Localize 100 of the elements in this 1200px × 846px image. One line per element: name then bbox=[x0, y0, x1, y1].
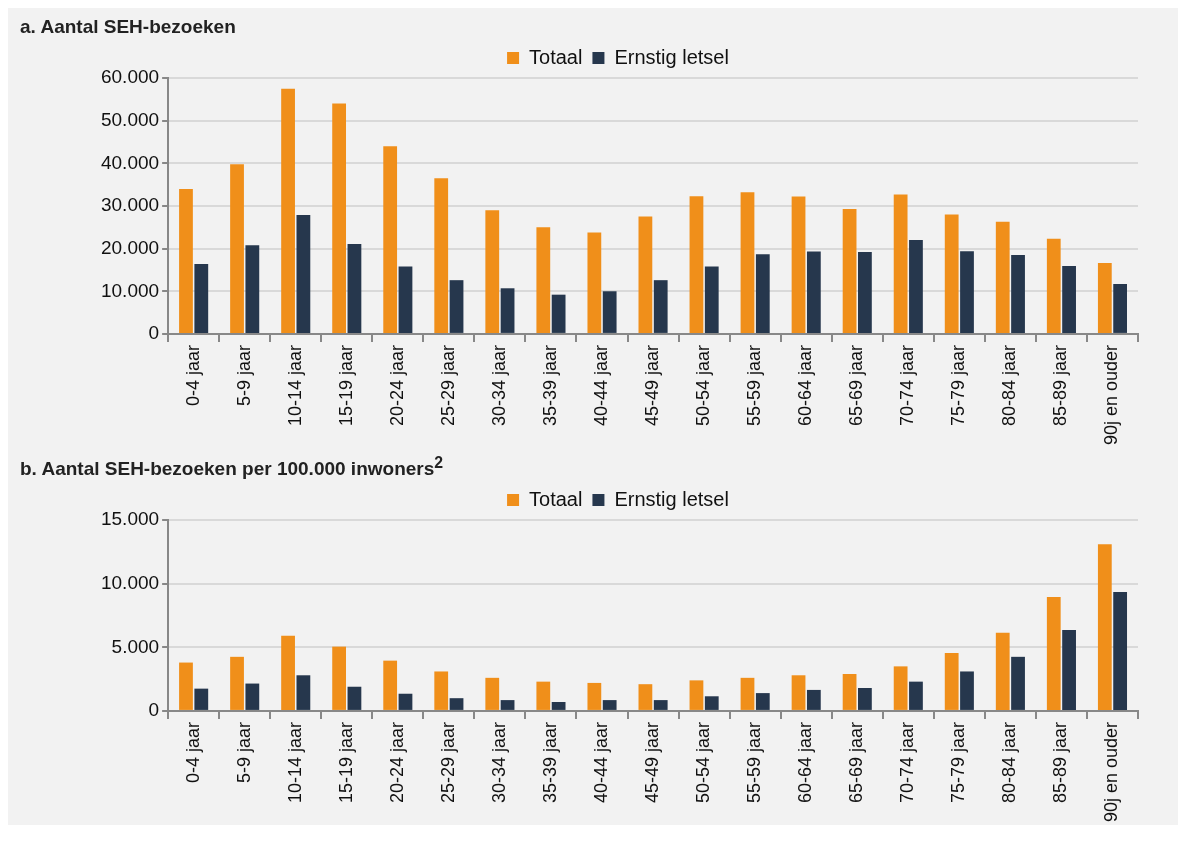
bar bbox=[398, 266, 413, 333]
bar bbox=[1113, 592, 1128, 711]
bar bbox=[602, 291, 617, 333]
y-tick-label: 30.000 bbox=[100, 194, 160, 216]
bar bbox=[689, 196, 704, 333]
legend-label: Totaal bbox=[529, 487, 583, 510]
bar bbox=[398, 694, 413, 711]
x-tick-label: 80-84 jaar bbox=[999, 344, 1020, 426]
x-tick-label: 5-9 jaar bbox=[233, 344, 254, 406]
bar bbox=[893, 666, 908, 711]
x-tick-label: 80-84 jaar bbox=[999, 722, 1020, 804]
legend-label: Ernstig letsel bbox=[614, 487, 729, 510]
bar bbox=[960, 251, 974, 333]
legend-label: Totaal bbox=[529, 45, 583, 68]
bar bbox=[893, 194, 908, 333]
bar bbox=[1046, 238, 1061, 333]
bar bbox=[230, 657, 244, 711]
bar bbox=[858, 252, 872, 333]
legend-label: Ernstig letsel bbox=[614, 45, 729, 68]
bar bbox=[740, 192, 755, 333]
bar bbox=[194, 688, 209, 711]
x-tick-label: 55-59 jaar bbox=[744, 722, 765, 804]
bar bbox=[653, 280, 668, 333]
bar bbox=[944, 214, 959, 333]
x-tick-label: 70-74 jaar bbox=[897, 344, 918, 426]
x-tick-label: 0-4 jaar bbox=[182, 722, 203, 784]
x-tick-label: 20-24 jaar bbox=[386, 344, 407, 426]
bar bbox=[806, 690, 821, 711]
bar bbox=[434, 178, 449, 333]
bar bbox=[383, 660, 398, 711]
bar bbox=[1097, 544, 1112, 711]
x-tick-label: 90j en ouder bbox=[1101, 344, 1122, 446]
bar bbox=[179, 662, 193, 711]
x-tick-label: 75-79 jaar bbox=[948, 722, 969, 804]
bar bbox=[434, 671, 449, 711]
x-tick-label: 35-39 jaar bbox=[539, 344, 560, 426]
x-tick-label: 70-74 jaar bbox=[897, 722, 918, 804]
bar bbox=[179, 188, 193, 333]
y-tick-label: 10.000 bbox=[100, 572, 160, 594]
bar bbox=[858, 688, 872, 711]
x-tick-label: 50-54 jaar bbox=[693, 344, 714, 426]
bar bbox=[194, 263, 209, 333]
bar bbox=[536, 681, 551, 711]
bar bbox=[485, 210, 500, 333]
bar bbox=[1113, 284, 1128, 333]
bar bbox=[1062, 630, 1076, 711]
bar bbox=[281, 88, 295, 333]
x-tick-label: 60-64 jaar bbox=[795, 722, 816, 804]
bar bbox=[704, 266, 719, 333]
bar bbox=[230, 164, 244, 333]
x-tick-label: 85-89 jaar bbox=[1050, 722, 1071, 804]
y-tick-label: 0 bbox=[148, 699, 160, 721]
bar bbox=[791, 675, 806, 711]
chart-title: a. Aantal SEH-bezoeken bbox=[20, 16, 237, 38]
bar bbox=[704, 696, 719, 711]
bar bbox=[449, 698, 464, 711]
bar bbox=[1011, 255, 1025, 333]
x-tick-label: 65-69 jaar bbox=[846, 344, 867, 426]
bar bbox=[791, 196, 806, 333]
y-tick-label: 20.000 bbox=[100, 236, 160, 258]
bar bbox=[587, 232, 602, 333]
bar bbox=[485, 678, 500, 711]
bar bbox=[587, 683, 602, 711]
bar bbox=[347, 243, 362, 333]
bar bbox=[689, 680, 704, 711]
bar bbox=[842, 208, 857, 333]
bar bbox=[653, 700, 668, 711]
bar bbox=[245, 245, 260, 333]
bar bbox=[909, 240, 923, 333]
bar bbox=[281, 636, 295, 711]
bar bbox=[500, 700, 515, 711]
x-tick-label: 15-19 jaar bbox=[335, 722, 356, 804]
y-tick-label: 0 bbox=[148, 322, 160, 344]
bar bbox=[551, 702, 566, 711]
bar bbox=[245, 683, 260, 711]
bar bbox=[1062, 266, 1076, 333]
y-tick-label: 15.000 bbox=[100, 508, 160, 530]
x-tick-label: 85-89 jaar bbox=[1050, 344, 1071, 426]
x-tick-label: 10-14 jaar bbox=[284, 722, 305, 804]
bar bbox=[383, 146, 398, 333]
chart-title: b. Aantal SEH-bezoeken per 100.000 inwoners$^{2}$ bbox=[20, 454, 445, 481]
x-tick-label: 75-79 jaar bbox=[948, 344, 969, 426]
bar bbox=[551, 294, 566, 333]
bar bbox=[995, 632, 1010, 711]
x-tick-label: 40-44 jaar bbox=[590, 722, 611, 804]
x-tick-label: 30-34 jaar bbox=[488, 722, 509, 804]
bar bbox=[995, 221, 1010, 333]
x-tick-label: 45-49 jaar bbox=[642, 722, 663, 804]
bar bbox=[332, 103, 347, 333]
x-tick-label: 65-69 jaar bbox=[846, 722, 867, 804]
bar bbox=[944, 653, 959, 711]
bar bbox=[500, 288, 515, 333]
bar bbox=[602, 700, 617, 711]
bar bbox=[449, 280, 464, 333]
bar bbox=[638, 216, 653, 333]
bar bbox=[806, 251, 821, 333]
bar bbox=[536, 227, 551, 333]
bar bbox=[1011, 657, 1025, 711]
bar bbox=[909, 681, 923, 711]
y-tick-label: 40.000 bbox=[100, 151, 160, 173]
